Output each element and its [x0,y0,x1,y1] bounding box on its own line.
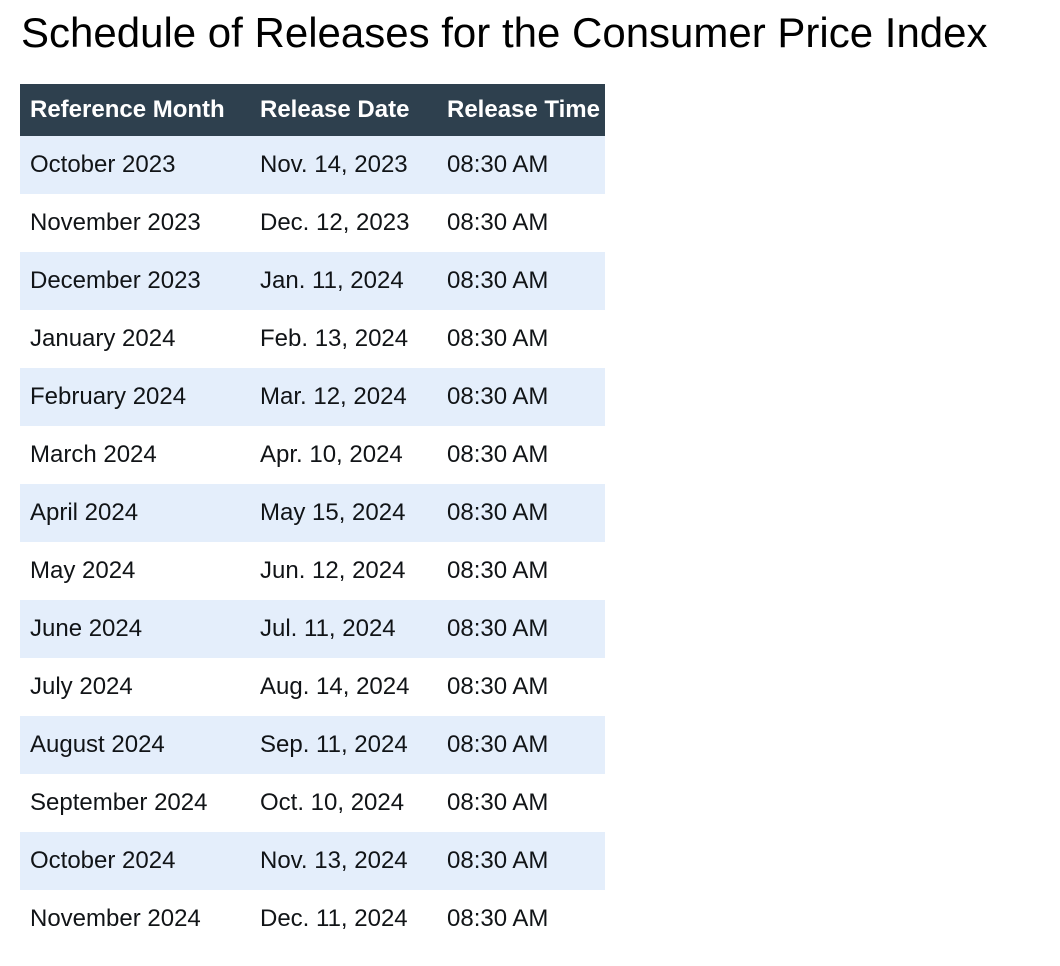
cell-release-time: 08:30 AM [437,774,605,833]
cell-release-date: Apr. 10, 2024 [250,426,437,485]
cell-release-date: Dec. 12, 2023 [250,194,437,253]
cell-release-time: 08:30 AM [437,542,605,601]
table-row: December 2023 Jan. 11, 2024 08:30 AM [20,252,605,311]
cell-reference-month: January 2024 [20,310,250,369]
table-row: March 2024 Apr. 10, 2024 08:30 AM [20,426,605,485]
cell-reference-month: October 2023 [20,136,250,195]
cell-release-date: Nov. 14, 2023 [250,136,437,195]
cell-release-date: Dec. 11, 2024 [250,890,437,949]
cell-release-date: Jul. 11, 2024 [250,600,437,659]
cell-release-date: Oct. 10, 2024 [250,774,437,833]
cell-release-date: Nov. 13, 2024 [250,832,437,891]
cell-release-date: Jan. 11, 2024 [250,252,437,311]
cell-release-time: 08:30 AM [437,600,605,659]
cell-release-time: 08:30 AM [437,368,605,427]
cell-release-time: 08:30 AM [437,136,605,195]
cell-reference-month: December 2023 [20,252,250,311]
cell-release-time: 08:30 AM [437,426,605,485]
cell-release-time: 08:30 AM [437,194,605,253]
cell-reference-month: July 2024 [20,658,250,717]
page-title: Schedule of Releases for the Consumer Pr… [21,9,988,56]
cell-reference-month: March 2024 [20,426,250,485]
cell-release-time: 08:30 AM [437,658,605,717]
table-row: February 2024 Mar. 12, 2024 08:30 AM [20,368,605,427]
column-header-release-date: Release Date [250,84,437,137]
cell-reference-month: February 2024 [20,368,250,427]
cell-release-date: Sep. 11, 2024 [250,716,437,775]
cell-release-time: 08:30 AM [437,832,605,891]
cell-release-date: Feb. 13, 2024 [250,310,437,369]
table-header-row: Reference Month Release Date Release Time [20,84,605,137]
table-row: June 2024 Jul. 11, 2024 08:30 AM [20,600,605,659]
cell-reference-month: May 2024 [20,542,250,601]
cell-release-time: 08:30 AM [437,252,605,311]
cell-release-date: May 15, 2024 [250,484,437,543]
cell-reference-month: April 2024 [20,484,250,543]
cell-release-date: Mar. 12, 2024 [250,368,437,427]
cell-reference-month: September 2024 [20,774,250,833]
release-schedule-table: Reference Month Release Date Release Time … [20,84,605,949]
cell-release-time: 08:30 AM [437,484,605,543]
table-row: November 2023 Dec. 12, 2023 08:30 AM [20,194,605,253]
cell-release-date: Jun. 12, 2024 [250,542,437,601]
cell-release-date: Aug. 14, 2024 [250,658,437,717]
column-header-reference-month: Reference Month [20,84,250,137]
column-header-release-time: Release Time [437,84,605,137]
table-row: November 2024 Dec. 11, 2024 08:30 AM [20,890,605,949]
table-row: May 2024 Jun. 12, 2024 08:30 AM [20,542,605,601]
table-row: August 2024 Sep. 11, 2024 08:30 AM [20,716,605,775]
cell-release-time: 08:30 AM [437,310,605,369]
table-row: October 2024 Nov. 13, 2024 08:30 AM [20,832,605,891]
cell-reference-month: August 2024 [20,716,250,775]
cell-reference-month: June 2024 [20,600,250,659]
table-row: October 2023 Nov. 14, 2023 08:30 AM [20,136,605,195]
table-row: September 2024 Oct. 10, 2024 08:30 AM [20,774,605,833]
table-row: January 2024 Feb. 13, 2024 08:30 AM [20,310,605,369]
cell-reference-month: October 2024 [20,832,250,891]
table-row: April 2024 May 15, 2024 08:30 AM [20,484,605,543]
cell-release-time: 08:30 AM [437,890,605,949]
cell-reference-month: November 2024 [20,890,250,949]
cell-release-time: 08:30 AM [437,716,605,775]
table-row: July 2024 Aug. 14, 2024 08:30 AM [20,658,605,717]
cell-reference-month: November 2023 [20,194,250,253]
